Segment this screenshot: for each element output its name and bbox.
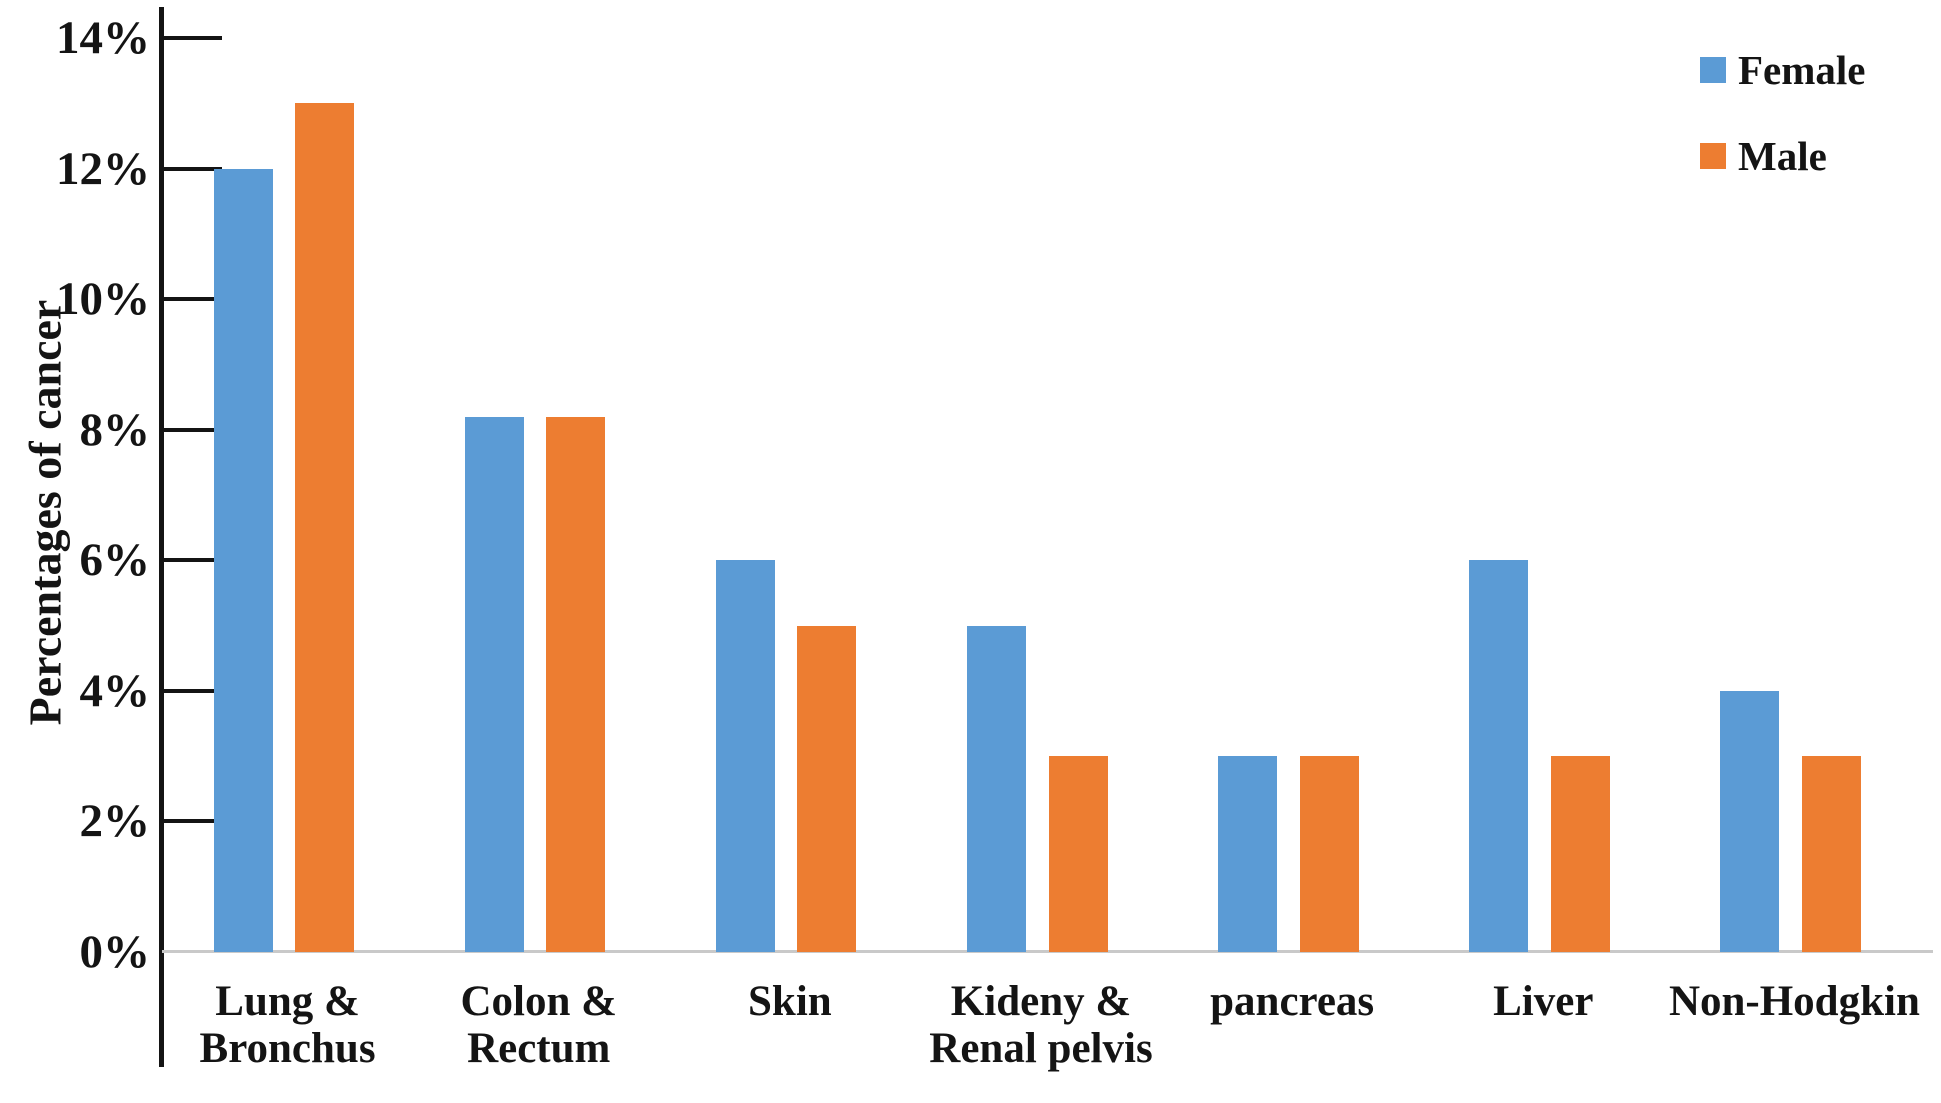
female-swatch-icon: [1700, 57, 1726, 83]
x-axis-label: Kideny & Renal pelvis: [891, 978, 1191, 1072]
x-axis-label-line: Lung &: [215, 978, 360, 1025]
bar-male: [1550, 756, 1610, 952]
x-axis-label: pancreas: [1142, 978, 1442, 1025]
x-axis-label-line: pancreas: [1210, 978, 1375, 1025]
y-tick-mark: [164, 558, 222, 563]
y-tick-label: 6%: [79, 534, 151, 587]
male-swatch-icon: [1700, 143, 1726, 169]
x-axis-label-line: Skin: [747, 978, 832, 1025]
x-axis-label: Non-Hodgkin: [1644, 978, 1941, 1025]
bar-male: [797, 626, 857, 952]
legend-item-male: Male: [1700, 126, 1930, 186]
bar-female: [715, 560, 775, 952]
y-axis-line: [159, 7, 164, 1067]
x-axis-label-line: Colon &: [460, 978, 617, 1025]
y-tick-label: 0%: [79, 926, 151, 978]
x-axis-label-line: Non-Hodgkin: [1668, 978, 1920, 1025]
bar-female: [1218, 756, 1278, 952]
y-tick-mark: [164, 166, 222, 171]
y-tick-label: 8%: [79, 403, 151, 456]
bar-female: [464, 417, 524, 952]
bar-female: [213, 169, 273, 952]
bar-male: [1048, 756, 1108, 952]
x-axis-label-line: Renal pelvis: [929, 1025, 1153, 1072]
x-axis-label: Liver: [1393, 978, 1693, 1025]
y-tick-label: 12%: [56, 142, 150, 195]
y-tick-label: 4%: [79, 664, 151, 717]
y-tick-mark: [164, 688, 222, 693]
x-axis-label: Colon & Rectum: [389, 978, 689, 1072]
legend-item-female: Female: [1700, 40, 1930, 100]
y-tick-mark: [164, 819, 222, 824]
bar-female: [1469, 560, 1529, 952]
legend: Female Male: [1700, 40, 1930, 212]
y-axis-title: Percentages of cancer: [19, 299, 71, 726]
y-tick-label: 14%: [56, 12, 150, 64]
x-axis-label-line: Liver: [1493, 978, 1594, 1025]
y-tick-label: 2%: [79, 795, 151, 848]
bar-male: [1299, 756, 1359, 952]
bar-male: [1801, 756, 1861, 952]
x-axis-label-line: Kideny &: [950, 978, 1132, 1025]
x-axis-label-line: Bronchus: [199, 1025, 376, 1072]
legend-label-female: Female: [1738, 47, 1866, 93]
bar-male: [546, 417, 606, 952]
x-axis-label: Lung & Bronchus: [138, 978, 438, 1072]
x-axis-label: Skin: [640, 978, 940, 1025]
y-tick-mark: [164, 427, 222, 432]
x-axis-label-line: Rectum: [467, 1025, 611, 1072]
bar-female: [1720, 691, 1780, 952]
y-tick-mark: [164, 36, 222, 40]
bar-male: [295, 103, 355, 952]
y-tick-mark: [164, 297, 222, 302]
legend-label-male: Male: [1738, 133, 1827, 179]
bar-female: [967, 626, 1026, 952]
y-tick-label: 10%: [56, 273, 150, 326]
x-axis-baseline: [162, 950, 1933, 953]
